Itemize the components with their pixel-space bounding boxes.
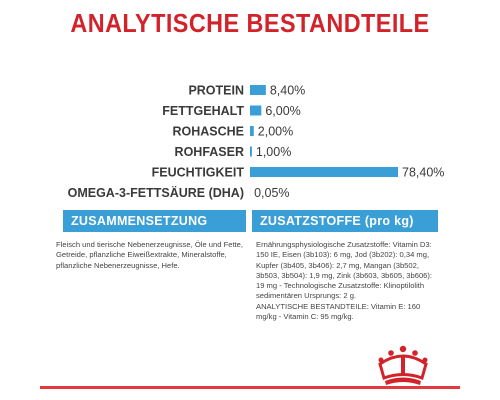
value-label: 2,00% — [258, 125, 293, 139]
bar — [250, 85, 266, 95]
bar — [250, 167, 398, 177]
value-label: 6,00% — [265, 104, 300, 118]
value-label: 1,00% — [256, 145, 291, 159]
value-label: 78,40% — [402, 166, 444, 180]
additives-header: ZUSATZSTOFFE (pro kg) — [252, 210, 438, 232]
composition-text: Fleisch und tierische Nebenerzeugnisse, … — [56, 240, 243, 270]
category-label: FEUCHTIGKEIT — [152, 166, 245, 180]
bar — [250, 146, 252, 157]
category-label: OMEGA-3-FETTSÄURE (DHA) — [68, 185, 244, 200]
category-label: PROTEIN — [188, 84, 244, 98]
value-label: 0,05% — [254, 186, 289, 200]
page-title: ANALYTISCHE BESTANDTEILE — [70, 8, 430, 38]
category-label: FETTGEHALT — [162, 104, 244, 118]
bar — [250, 126, 254, 136]
footer-divider — [40, 386, 460, 389]
nutrient-bar-chart: PROTEIN 8,40% FETTGEHALT 6,00% ROHASCHE 2,00%… — [68, 84, 445, 201]
value-label: 8,40% — [270, 84, 305, 98]
category-label: ROHASCHE — [172, 125, 244, 139]
crown-icon — [378, 345, 428, 385]
additives-text: Ernährungsphysiologische Zusatzstoffe: V… — [256, 240, 433, 322]
bar — [250, 105, 262, 116]
composition-header: ZUSAMMENSETZUNG — [63, 210, 246, 232]
category-label: ROHFASER — [175, 145, 244, 159]
